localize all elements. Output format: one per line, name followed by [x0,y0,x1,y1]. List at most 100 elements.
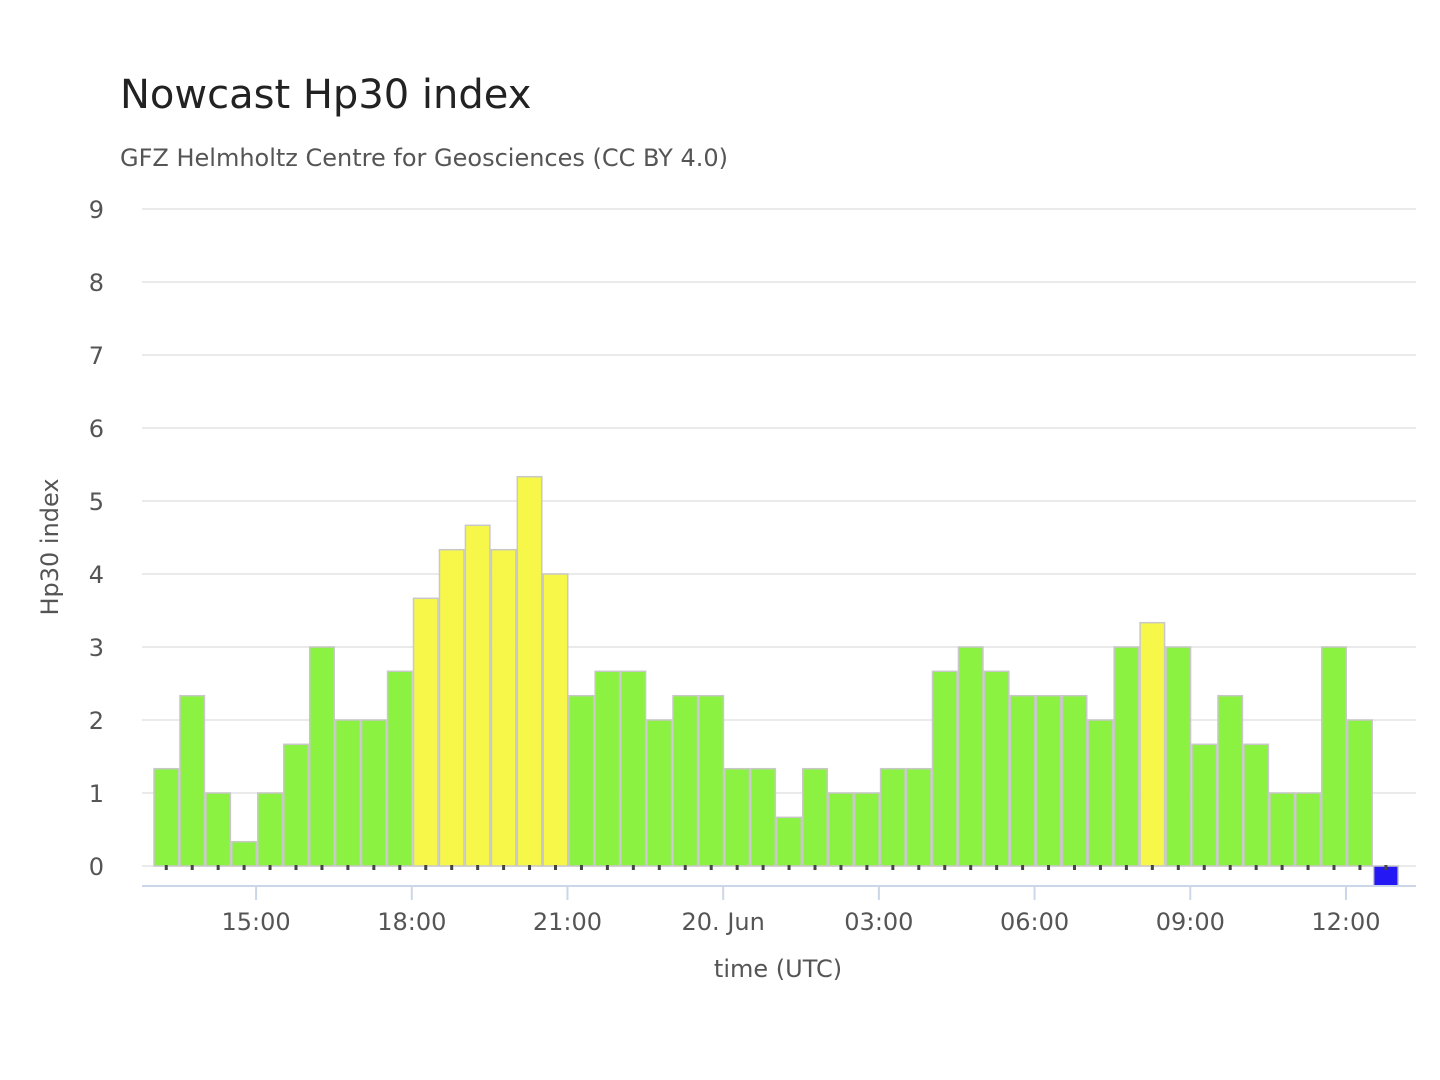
chart-title: Nowcast Hp30 index [120,72,532,118]
bar-baseline-mark [372,865,376,870]
bar [490,548,517,867]
bar [1061,694,1088,867]
y-tick-label: 2 [89,707,104,735]
y-tick-label: 7 [89,342,104,370]
bar-baseline-mark [554,865,557,870]
bar-baseline-mark [1150,865,1154,870]
bar [672,694,699,867]
x-tick-label: 15:00 [221,908,290,936]
bar [1346,719,1373,867]
bar [724,767,751,867]
x-tick-label: 06:00 [1000,908,1069,936]
bar [1321,646,1347,867]
bar-baseline-mark [424,865,428,870]
bar-baseline-mark [1021,865,1025,870]
bar-baseline-mark [1176,865,1180,870]
y-tick-label: 8 [89,269,104,297]
y-tick-label: 3 [89,634,104,662]
bar [153,767,180,867]
x-tick-label: 12:00 [1311,908,1380,936]
y-tick-label: 5 [89,488,104,516]
bar-baseline-mark [1384,865,1388,870]
bar-baseline-mark [813,865,817,870]
bar [853,792,880,867]
bar-baseline-mark [969,865,973,870]
bar [1165,646,1192,867]
bar [1009,694,1036,867]
bar [879,767,906,867]
bar-baseline-mark [528,865,532,870]
bar-baseline-mark [450,865,454,870]
bar [360,719,387,867]
x-tick-label: 20. Jun [682,908,765,936]
bar-baseline-mark [709,865,713,870]
bar [957,646,984,867]
bar [594,670,621,867]
bar [516,475,543,867]
bar [334,719,361,867]
bar-baseline-mark [917,865,921,870]
bar [1113,646,1140,867]
bar [1243,743,1270,867]
bar [1139,621,1166,867]
bar [1295,792,1322,867]
bar-baseline-mark [294,865,298,870]
x-tick-label: 21:00 [533,908,602,936]
bar [1087,719,1114,867]
bar-baseline-mark [787,865,791,870]
bar [776,816,803,867]
bar [983,670,1010,867]
bar [1269,792,1296,867]
bar [1035,694,1062,867]
bar [568,694,595,867]
chart-subtitle: GFZ Helmholtz Centre for Geosciences (CC… [120,144,729,172]
y-tick-label: 0 [89,853,104,881]
y-axis-title: Hp30 index [36,478,64,615]
bar-baseline-mark [216,865,220,870]
bar [620,670,647,867]
bar [905,767,932,867]
bar-baseline-mark [1358,865,1362,870]
y-tick-label: 1 [89,780,104,808]
bar-baseline-mark [242,865,246,870]
bar-baseline-mark [1332,865,1336,870]
bar-baseline-mark [1306,865,1310,870]
bar-baseline-mark [735,865,739,870]
bar [308,646,335,867]
bar [412,597,439,867]
bar [438,548,465,867]
bar-baseline-mark [631,865,635,870]
bar-baseline-mark [346,865,350,870]
bar [257,792,284,867]
bar-baseline-mark [1098,865,1102,870]
bar-baseline-mark [1228,865,1232,870]
bar-baseline-mark [476,865,480,870]
bar-baseline-mark [865,865,869,870]
axes: 0 1 2 3 4 5 6 7 8 9 15:00 18:00 21:00 20. Jun 03:00 06:… [89,196,1416,936]
bar-baseline-mark [839,865,843,870]
bar [386,670,413,867]
bar-baseline-mark [1280,865,1284,870]
x-tick-label: 18:00 [377,908,446,936]
x-tick-label: 03:00 [844,908,913,936]
gridlines [142,208,1416,867]
bar [750,767,777,867]
bar [646,719,673,867]
bar [205,792,232,867]
bar [802,767,828,867]
bar [827,792,854,867]
bar-baseline-mark [761,865,765,870]
bar-baseline-mark [943,865,947,870]
bar-baseline-mark [579,865,583,870]
bar-baseline-mark [164,865,168,870]
bar-baseline-mark [1047,865,1051,870]
bar-baseline-mark [320,865,324,870]
bar [464,524,491,867]
bar-baseline-mark [1124,865,1128,870]
bar [179,694,206,867]
bar-baseline-mark [1073,865,1076,870]
bar-baseline-mark [605,865,609,870]
bars [153,475,1399,887]
bar-baseline-mark [190,865,194,870]
bar-baseline-mark [398,865,402,870]
